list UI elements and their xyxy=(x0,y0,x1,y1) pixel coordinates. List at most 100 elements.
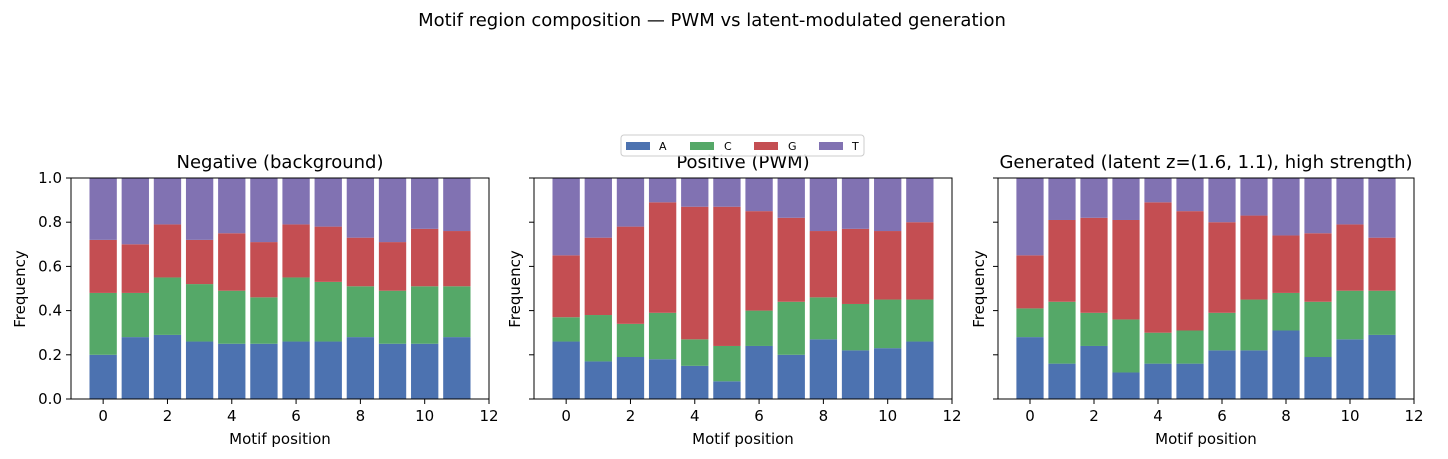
bar-t-pos-6 xyxy=(1208,178,1236,223)
bar-c-pos-6 xyxy=(1208,312,1236,351)
bar-t-pos-9 xyxy=(378,178,407,243)
bar-g-pos-3 xyxy=(648,202,677,313)
bar-t-pos-2 xyxy=(153,178,182,225)
bar-a-pos-1 xyxy=(1048,363,1076,399)
bar-c-pos-4 xyxy=(1144,332,1172,364)
panel-title: Generated (latent z=(1.6, 1.1), high str… xyxy=(999,152,1412,173)
legend-label-t: T xyxy=(851,140,859,153)
bar-a-pos-0 xyxy=(552,341,580,399)
x-tick-label: 2 xyxy=(163,407,173,425)
bar-c-pos-6 xyxy=(282,277,310,342)
bar-g-pos-11 xyxy=(1368,237,1396,291)
bars-generated xyxy=(1016,178,1396,399)
bar-a-pos-5 xyxy=(1176,363,1204,399)
bar-t-pos-11 xyxy=(1368,178,1396,238)
figure-suptitle: Motif region composition — PWM vs latent… xyxy=(418,10,1006,31)
bar-a-pos-6 xyxy=(1208,350,1236,399)
axes-frame xyxy=(70,177,490,400)
x-tick-label: 4 xyxy=(1153,407,1163,425)
bar-g-pos-7 xyxy=(777,217,805,302)
bar-g-pos-10 xyxy=(1336,224,1364,291)
bar-c-pos-8 xyxy=(809,297,838,340)
y-tick-label: 0.0 xyxy=(38,390,62,408)
bar-a-pos-8 xyxy=(346,337,375,399)
bar-g-pos-9 xyxy=(378,242,407,291)
bar-t-pos-8 xyxy=(346,178,375,238)
x-ticks: 0 2 4 6 8 10 12 xyxy=(98,399,499,425)
panel-title: Positive (PWM) xyxy=(676,152,809,173)
bar-t-pos-2 xyxy=(616,178,645,227)
bar-t-pos-8 xyxy=(809,178,838,232)
bar-a-pos-11 xyxy=(443,337,471,399)
bar-c-pos-1 xyxy=(121,292,149,338)
bar-g-pos-0 xyxy=(1016,255,1044,309)
bar-c-pos-2 xyxy=(153,277,182,335)
bar-t-pos-3 xyxy=(648,178,677,203)
bar-c-pos-1 xyxy=(1048,301,1076,364)
bar-g-pos-1 xyxy=(1048,219,1076,302)
x-tick-label: 12 xyxy=(1404,407,1423,425)
bar-a-pos-10 xyxy=(1336,339,1364,399)
panel-positive: 0 2 4 6 8 10 12 Positive (PWM) Motif position … xyxy=(506,152,962,448)
x-tick-label: 10 xyxy=(415,407,434,425)
bar-a-pos-4 xyxy=(681,365,709,399)
bar-a-pos-11 xyxy=(1368,334,1396,399)
bar-a-pos-0 xyxy=(89,354,117,399)
bar-c-pos-9 xyxy=(378,290,407,344)
bar-t-pos-0 xyxy=(552,178,580,256)
bar-a-pos-3 xyxy=(1112,372,1140,399)
bar-a-pos-11 xyxy=(906,341,934,399)
bar-t-pos-9 xyxy=(841,178,870,229)
bars-positive xyxy=(552,178,934,399)
x-ticks: 0 2 4 6 8 10 12 xyxy=(1025,399,1424,425)
legend-frame xyxy=(620,134,865,157)
bar-t-pos-4 xyxy=(681,178,709,207)
bar-g-pos-8 xyxy=(346,237,375,287)
panel-title: Negative (background) xyxy=(176,152,383,173)
bar-g-pos-4 xyxy=(681,206,709,340)
bar-a-pos-3 xyxy=(648,359,677,399)
bar-a-pos-9 xyxy=(378,343,407,399)
bar-t-pos-5 xyxy=(713,178,741,207)
bar-c-pos-2 xyxy=(1080,312,1108,346)
bar-t-pos-6 xyxy=(745,178,773,212)
bar-a-pos-4 xyxy=(1144,363,1172,399)
bar-g-pos-5 xyxy=(250,242,278,298)
bar-t-pos-9 xyxy=(1304,178,1332,234)
bar-c-pos-3 xyxy=(648,312,677,360)
bar-g-pos-10 xyxy=(411,228,439,287)
bar-c-pos-10 xyxy=(874,299,902,349)
bar-t-pos-4 xyxy=(218,178,246,234)
bar-a-pos-7 xyxy=(777,354,805,399)
bar-t-pos-4 xyxy=(1144,178,1172,203)
bar-g-pos-11 xyxy=(443,231,471,287)
x-tick-label: 10 xyxy=(878,407,897,425)
x-tick-label: 0 xyxy=(98,407,108,425)
bar-c-pos-1 xyxy=(584,315,612,362)
bar-c-pos-8 xyxy=(346,286,375,338)
bar-g-pos-9 xyxy=(841,228,870,304)
bar-t-pos-10 xyxy=(1336,178,1364,225)
bar-t-pos-7 xyxy=(1240,178,1268,216)
y-ticks: 0.0 0.2 0.4 0.6 0.8 1.0 xyxy=(38,169,71,408)
bar-t-pos-11 xyxy=(443,178,471,232)
x-tick-label: 8 xyxy=(1281,407,1291,425)
bar-t-pos-10 xyxy=(874,178,902,232)
bar-c-pos-11 xyxy=(443,286,471,338)
x-axis-label: Motif position xyxy=(229,430,331,448)
x-tick-label: 2 xyxy=(1089,407,1099,425)
bar-g-pos-6 xyxy=(1208,222,1236,313)
x-tick-label: 4 xyxy=(690,407,700,425)
bar-g-pos-4 xyxy=(1144,202,1172,333)
bar-c-pos-4 xyxy=(218,290,246,344)
legend-label-g: G xyxy=(788,140,797,153)
bar-g-pos-5 xyxy=(713,206,741,346)
bar-c-pos-10 xyxy=(1336,290,1364,340)
bar-a-pos-7 xyxy=(1240,350,1268,399)
axes-frame xyxy=(997,177,1415,400)
bar-t-pos-11 xyxy=(906,178,934,223)
bar-a-pos-3 xyxy=(185,341,214,399)
bar-a-pos-2 xyxy=(153,334,182,399)
x-axis-label: Motif position xyxy=(1155,430,1257,448)
y-axis-label: Frequency xyxy=(970,250,988,328)
